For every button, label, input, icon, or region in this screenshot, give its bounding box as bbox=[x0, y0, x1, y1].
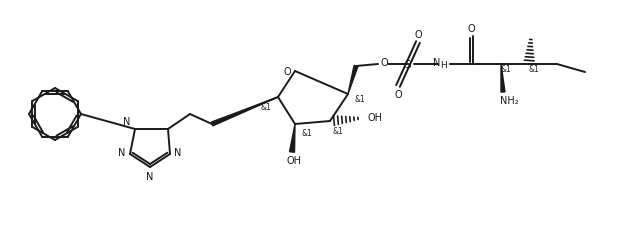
Polygon shape bbox=[211, 98, 278, 126]
Text: N: N bbox=[433, 58, 440, 68]
Text: N: N bbox=[146, 171, 154, 181]
Text: O: O bbox=[394, 90, 402, 100]
Text: N: N bbox=[119, 147, 126, 157]
Polygon shape bbox=[290, 124, 295, 153]
Text: O: O bbox=[467, 24, 475, 34]
Text: H: H bbox=[440, 60, 447, 69]
Text: &1: &1 bbox=[355, 95, 365, 104]
Text: NH₂: NH₂ bbox=[500, 95, 518, 106]
Text: O: O bbox=[283, 67, 291, 77]
Polygon shape bbox=[348, 66, 358, 95]
Text: O: O bbox=[380, 58, 388, 68]
Text: &1: &1 bbox=[529, 65, 540, 74]
Text: &1: &1 bbox=[500, 65, 511, 74]
Text: OH: OH bbox=[286, 155, 302, 165]
Text: &1: &1 bbox=[302, 128, 312, 137]
Text: N: N bbox=[174, 147, 182, 157]
Text: S: S bbox=[404, 60, 411, 70]
Text: &1: &1 bbox=[261, 103, 271, 112]
Text: OH: OH bbox=[367, 112, 382, 123]
Text: &1: &1 bbox=[333, 127, 343, 136]
Text: N: N bbox=[123, 117, 131, 126]
Polygon shape bbox=[501, 65, 505, 93]
Text: O: O bbox=[414, 30, 422, 40]
